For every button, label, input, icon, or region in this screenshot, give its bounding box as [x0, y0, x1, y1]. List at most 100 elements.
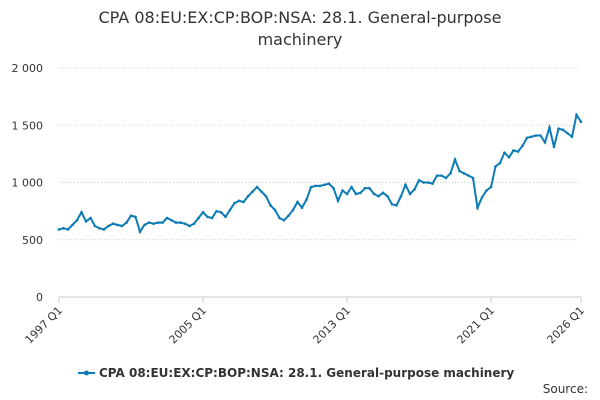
point: [260, 190, 263, 193]
point: [255, 185, 259, 189]
point: [179, 221, 182, 224]
point: [152, 222, 155, 226]
legend-label: CPA 08:EU:EX:CP:BOP:NSA: 28.1. General-p…: [99, 366, 514, 380]
point: [440, 174, 443, 177]
point: [161, 221, 164, 224]
point: [80, 210, 83, 214]
point: [269, 204, 272, 207]
point: [512, 149, 515, 152]
point: [147, 221, 151, 224]
point: [264, 194, 268, 198]
point: [98, 227, 101, 230]
point: [129, 214, 133, 218]
chart-title: machinery: [258, 30, 343, 49]
point: [381, 191, 385, 195]
point: [435, 174, 439, 177]
point: [368, 186, 371, 190]
point: [462, 172, 466, 175]
point: [89, 216, 92, 220]
point: [62, 227, 65, 230]
point: [498, 161, 502, 165]
point: [431, 182, 434, 185]
point: [201, 210, 205, 214]
point: [332, 186, 335, 190]
point: [309, 185, 313, 189]
point: [422, 181, 425, 184]
point: [543, 141, 547, 144]
point: [453, 158, 457, 161]
point: [327, 182, 331, 185]
point: [413, 188, 416, 191]
point: [120, 224, 124, 228]
point: [183, 222, 187, 226]
y-tick-label: 2 000: [12, 62, 44, 75]
point: [390, 202, 394, 206]
y-tick-label: 0: [36, 291, 43, 304]
point: [318, 184, 322, 188]
point: [156, 221, 160, 224]
point: [246, 194, 250, 198]
point: [503, 151, 506, 155]
point: [197, 216, 200, 220]
point: [111, 222, 115, 226]
point: [305, 198, 308, 201]
point: [408, 192, 412, 196]
point: [557, 127, 560, 130]
point: [480, 196, 484, 199]
point: [57, 228, 61, 231]
point: [210, 216, 214, 220]
point: [300, 206, 304, 209]
point: [165, 216, 169, 220]
point: [215, 209, 218, 213]
point: [102, 228, 106, 231]
x-tick-label: 2021 Q1: [455, 304, 498, 347]
point: [323, 183, 326, 187]
point: [219, 210, 223, 214]
point: [278, 216, 281, 220]
point: [296, 200, 299, 204]
point: [341, 189, 344, 192]
point: [426, 181, 430, 184]
point: [489, 185, 493, 189]
point: [476, 206, 479, 209]
point: [134, 215, 137, 219]
point: [237, 199, 241, 203]
point: [287, 214, 290, 218]
point: [561, 128, 565, 132]
point: [206, 215, 209, 219]
point: [242, 200, 245, 204]
point: [251, 190, 254, 193]
point: [467, 174, 470, 177]
point: [458, 169, 461, 173]
y-tick-label: 500: [22, 234, 43, 247]
point: [404, 183, 407, 187]
point: [507, 156, 511, 159]
point: [516, 150, 520, 153]
point: [444, 176, 448, 180]
point: [188, 224, 191, 228]
point: [233, 201, 236, 205]
point: [192, 222, 196, 226]
point: [314, 184, 317, 188]
chart-title: CPA 08:EU:EX:CP:BOP:NSA: 28.1. General-p…: [99, 8, 502, 27]
point: [107, 224, 110, 228]
point: [282, 218, 286, 222]
point: [386, 194, 389, 198]
point: [174, 221, 178, 224]
point: [75, 218, 79, 222]
point: [525, 136, 529, 140]
point: [273, 208, 277, 212]
point: [579, 120, 583, 124]
y-tick-label: 1 000: [12, 177, 44, 190]
y-tick-label: 1 500: [12, 119, 44, 132]
point: [395, 204, 398, 207]
point: [116, 223, 119, 227]
point: [521, 144, 524, 148]
x-tick-label: 1997 Q1: [23, 304, 66, 347]
point: [471, 176, 475, 180]
point: [143, 223, 146, 227]
point: [350, 185, 353, 189]
point: [84, 220, 88, 223]
point: [534, 134, 538, 137]
